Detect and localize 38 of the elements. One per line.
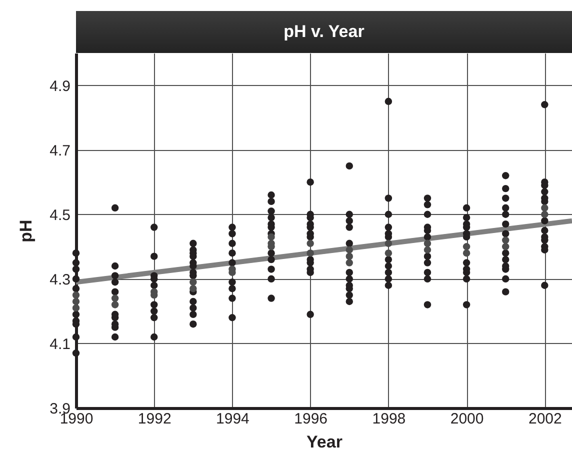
point <box>424 246 432 254</box>
x-tick-label: 1996 <box>294 410 328 428</box>
point <box>541 210 548 218</box>
point <box>346 259 353 266</box>
y-tick-label: 4.9 <box>50 78 70 95</box>
point <box>111 301 119 308</box>
point <box>384 240 392 248</box>
point <box>541 204 548 212</box>
point <box>346 252 353 260</box>
point <box>306 249 314 257</box>
point <box>268 233 275 241</box>
y-axis-title: pH <box>16 220 36 242</box>
chart-title: pH v. Year <box>284 22 364 42</box>
point <box>190 284 197 292</box>
point <box>190 278 197 286</box>
point <box>384 249 392 257</box>
point <box>111 294 119 302</box>
x-tick-label: 1992 <box>138 410 172 428</box>
x-tick-label: 1994 <box>216 410 250 428</box>
point <box>462 243 470 250</box>
point <box>72 291 80 299</box>
y-tick-label: 4.7 <box>50 142 70 160</box>
point <box>462 249 470 257</box>
y-tick-label: 4.5 <box>50 206 70 224</box>
x-tick-label: 1998 <box>372 410 406 428</box>
y-tick-label: 4.3 <box>50 271 70 288</box>
title-banner: pH v. Year <box>76 11 572 53</box>
point <box>72 304 80 312</box>
point <box>502 243 510 250</box>
x-axis-title: Year <box>306 432 343 452</box>
y-tick-label: 4.1 <box>50 336 70 353</box>
point <box>72 298 80 306</box>
x-tick-label: 2000 <box>450 410 484 428</box>
point <box>346 246 353 254</box>
point <box>306 240 314 248</box>
point <box>424 240 432 248</box>
point <box>502 236 510 244</box>
x-tick-label: 2002 <box>528 410 562 428</box>
